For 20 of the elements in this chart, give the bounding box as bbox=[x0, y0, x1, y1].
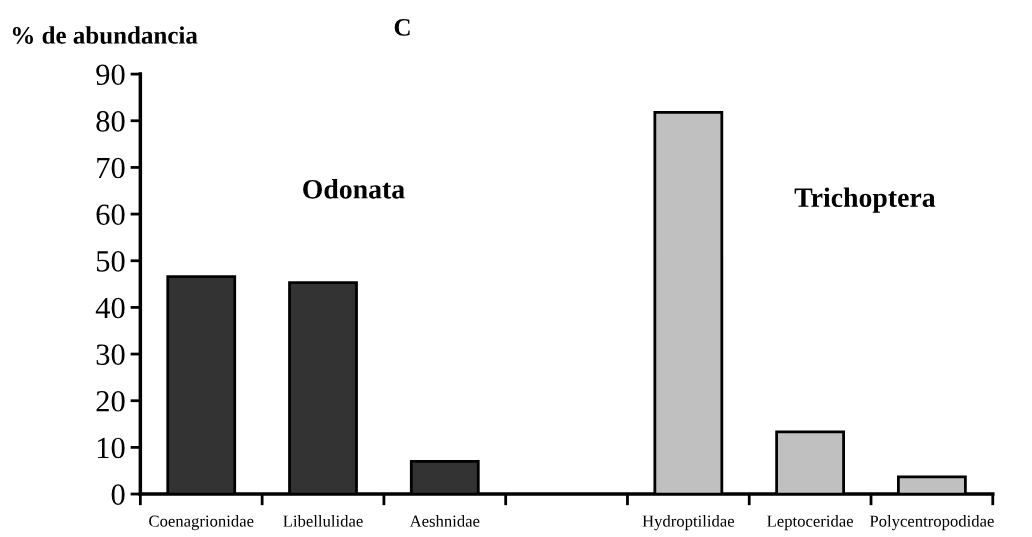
chart-title: C bbox=[394, 18, 410, 36]
y-tick-label: 40 bbox=[95, 297, 125, 319]
y-tick-label: 30 bbox=[96, 344, 125, 365]
x-tick-label: Hydroptilidae bbox=[642, 515, 735, 531]
y-axis-title: % de abundancia bbox=[12, 26, 198, 44]
y-tick-label: 90 bbox=[96, 64, 125, 86]
x-tick-label: Polycentropodidae bbox=[869, 515, 994, 531]
x-tick-label: Libellulidae bbox=[283, 515, 363, 527]
y-tick-label: 80 bbox=[96, 111, 125, 132]
x-tick-label: Coenagrionidae bbox=[149, 515, 254, 531]
annotation: Odonata bbox=[303, 179, 405, 199]
x-tick-label: Leptoceridae bbox=[767, 515, 854, 531]
y-tick-label: 60 bbox=[96, 204, 125, 225]
y-tick-label: 20 bbox=[96, 391, 125, 412]
y-tick-label: 70 bbox=[97, 157, 125, 179]
x-tick-label: Aeshnidae bbox=[409, 515, 480, 527]
y-tick-label: 50 bbox=[96, 251, 125, 272]
y-tick-label: 0 bbox=[111, 484, 125, 505]
annotation: Trichoptera bbox=[794, 187, 936, 213]
y-tick-label: 10 bbox=[97, 437, 125, 459]
